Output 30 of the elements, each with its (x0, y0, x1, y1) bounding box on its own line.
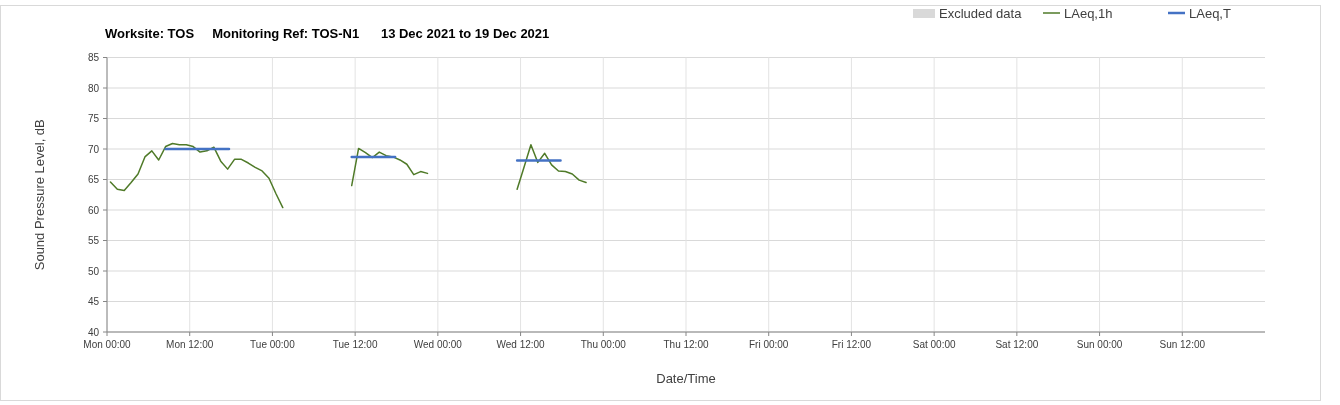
y-tick-label: 55 (87, 235, 100, 246)
y-tick-label: 45 (87, 296, 100, 307)
y-axis-title: Sound Pressure Level, dB (32, 119, 47, 271)
y-tick-label: 50 (87, 265, 100, 277)
x-tick-label: Mon 00:00 (83, 339, 132, 350)
x-tick-label: Tue 00:00 (250, 339, 296, 350)
y-tick-label: 60 (87, 204, 100, 216)
x-tick-label: Mon 12:00 (166, 339, 214, 350)
legend-label: LAeq,1h (1064, 5, 1113, 21)
x-tick-label: Wed 00:00 (413, 339, 463, 350)
x-tick-label: Thu 12:00 (663, 339, 709, 350)
x-axis-title: Date/Time (656, 371, 716, 386)
y-tick-label: 75 (87, 113, 100, 124)
x-tick-label: Fri 12:00 (831, 339, 872, 350)
y-tick-label: 65 (87, 174, 100, 185)
x-tick-label: Thu 00:00 (580, 339, 627, 350)
y-tick-label: 80 (87, 82, 100, 94)
y-tick-label: 70 (87, 143, 100, 155)
x-tick-label: Tue 12:00 (332, 339, 378, 350)
x-tick-label: Sun 12:00 (1159, 339, 1206, 350)
x-tick-label: Wed 12:00 (496, 339, 546, 350)
chart-title: Worksite: TOS Monitoring Ref: TOS-N1 13 Dec 2021 to 19 Dec 2021 (105, 26, 550, 41)
x-tick-label: Sat 12:00 (995, 339, 1039, 350)
legend-label: Excluded data (939, 5, 1023, 21)
y-tick-label: 85 (87, 52, 100, 63)
legend-label: LAeq,T (1189, 5, 1231, 21)
x-tick-label: Fri 00:00 (748, 339, 789, 350)
y-tick-label: 40 (87, 326, 100, 338)
x-tick-label: Sun 00:00 (1076, 339, 1123, 350)
x-tick-label: Sat 00:00 (912, 339, 956, 350)
